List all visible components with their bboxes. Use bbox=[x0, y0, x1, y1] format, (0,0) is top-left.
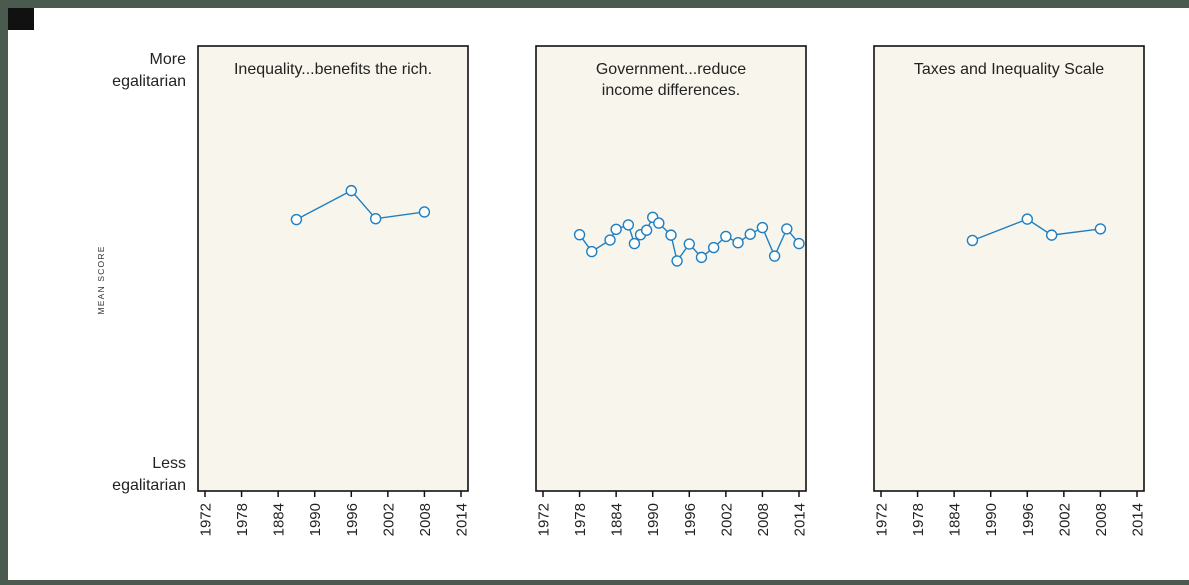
chart-panel-2: Government...reduce income differences. 19… bbox=[535, 45, 809, 536]
series-line bbox=[296, 189, 425, 221]
data-point bbox=[586, 245, 598, 258]
data-point bbox=[732, 236, 744, 249]
x-tick-label: 1978 bbox=[910, 503, 927, 536]
data-point bbox=[622, 219, 635, 231]
chart-figure: More egalitarian Less egalitarian MEAN S… bbox=[96, 45, 1147, 536]
x-tick-label: 2014 bbox=[792, 503, 809, 536]
panel-background bbox=[873, 45, 1145, 492]
x-tick-label: 1996 bbox=[344, 503, 361, 536]
x-tick-label: 2002 bbox=[1056, 503, 1073, 536]
data-point bbox=[768, 250, 781, 262]
panel-title-line-1: Inequality...benefits the rich. bbox=[234, 61, 432, 78]
data-point bbox=[707, 241, 720, 254]
series-line bbox=[579, 216, 800, 263]
figure-canvas: More egalitarian Less egalitarian MEAN S… bbox=[8, 8, 1189, 580]
x-tick-label: 1990 bbox=[983, 503, 1000, 536]
chart-panel-1: Inequality...benefits the rich. 1972 1978 1… bbox=[197, 45, 471, 536]
x-tick-label: 2014 bbox=[1130, 503, 1147, 536]
data-point bbox=[695, 251, 708, 264]
data-point bbox=[756, 221, 769, 234]
chart-panel-3: Taxes and Inequality Scale 1972 1978 1884 19… bbox=[873, 45, 1147, 536]
chart-panels: Inequality...benefits the rich. 1972 1978 1… bbox=[197, 45, 1147, 536]
panel-title-line-1: Taxes and Inequality Scale bbox=[914, 61, 1104, 78]
x-tick-label: 1978 bbox=[234, 503, 251, 536]
data-point bbox=[966, 234, 979, 247]
data-point bbox=[1094, 223, 1107, 235]
x-tick-label: 1972 bbox=[874, 503, 891, 536]
data-point bbox=[671, 255, 683, 267]
data-point bbox=[573, 228, 586, 241]
x-tick-label: 1884 bbox=[271, 503, 288, 536]
x-tick-label: 2014 bbox=[454, 503, 471, 536]
x-tick-label: 1884 bbox=[609, 503, 626, 536]
x-tick-label: 1990 bbox=[307, 503, 324, 536]
data-point bbox=[610, 223, 622, 236]
data-point bbox=[744, 228, 756, 240]
data-point bbox=[793, 237, 805, 250]
data-point bbox=[345, 184, 357, 197]
data-point bbox=[628, 237, 641, 250]
x-tick-label: 1884 bbox=[947, 503, 964, 536]
data-point bbox=[290, 213, 303, 226]
y-axis-bottom-label-line-1: Less bbox=[152, 455, 186, 472]
data-point bbox=[1021, 213, 1033, 225]
x-tick-label: 1972 bbox=[536, 503, 553, 536]
y-axis-top-label-line-2: egalitarian bbox=[112, 73, 186, 90]
x-tick-label: 1990 bbox=[645, 503, 662, 536]
x-tick-label: 1972 bbox=[198, 503, 215, 536]
data-point bbox=[604, 234, 616, 246]
panel-background bbox=[197, 45, 469, 492]
panel-background bbox=[535, 45, 807, 492]
data-point bbox=[653, 217, 665, 229]
panel-title-line-2: income differences. bbox=[602, 82, 740, 99]
x-tick-label: 2008 bbox=[417, 503, 434, 536]
x-tick-label: 2002 bbox=[718, 503, 735, 536]
data-point bbox=[1045, 229, 1058, 241]
data-point bbox=[418, 206, 431, 218]
data-point bbox=[665, 229, 677, 241]
x-tick-label: 1996 bbox=[682, 503, 699, 536]
window-corner bbox=[8, 8, 34, 30]
series-line bbox=[972, 218, 1101, 242]
data-point bbox=[720, 230, 732, 243]
data-point bbox=[640, 224, 653, 236]
window-frame bbox=[0, 0, 1189, 8]
data-point bbox=[369, 212, 382, 225]
x-tick-label: 2008 bbox=[1093, 503, 1110, 536]
data-point bbox=[781, 223, 793, 235]
data-point bbox=[683, 238, 695, 250]
x-tick-label: 2008 bbox=[755, 503, 772, 536]
y-axis-title: MEAN SCORE bbox=[96, 245, 106, 314]
panel-title-line-1: Government...reduce bbox=[596, 61, 746, 78]
y-axis-bottom-label-line-2: egalitarian bbox=[112, 477, 186, 494]
x-tick-label: 2002 bbox=[380, 503, 397, 536]
x-tick-label: 1996 bbox=[1020, 503, 1037, 536]
y-axis-top-label-line-1: More bbox=[150, 51, 187, 68]
x-tick-label: 1978 bbox=[572, 503, 589, 536]
